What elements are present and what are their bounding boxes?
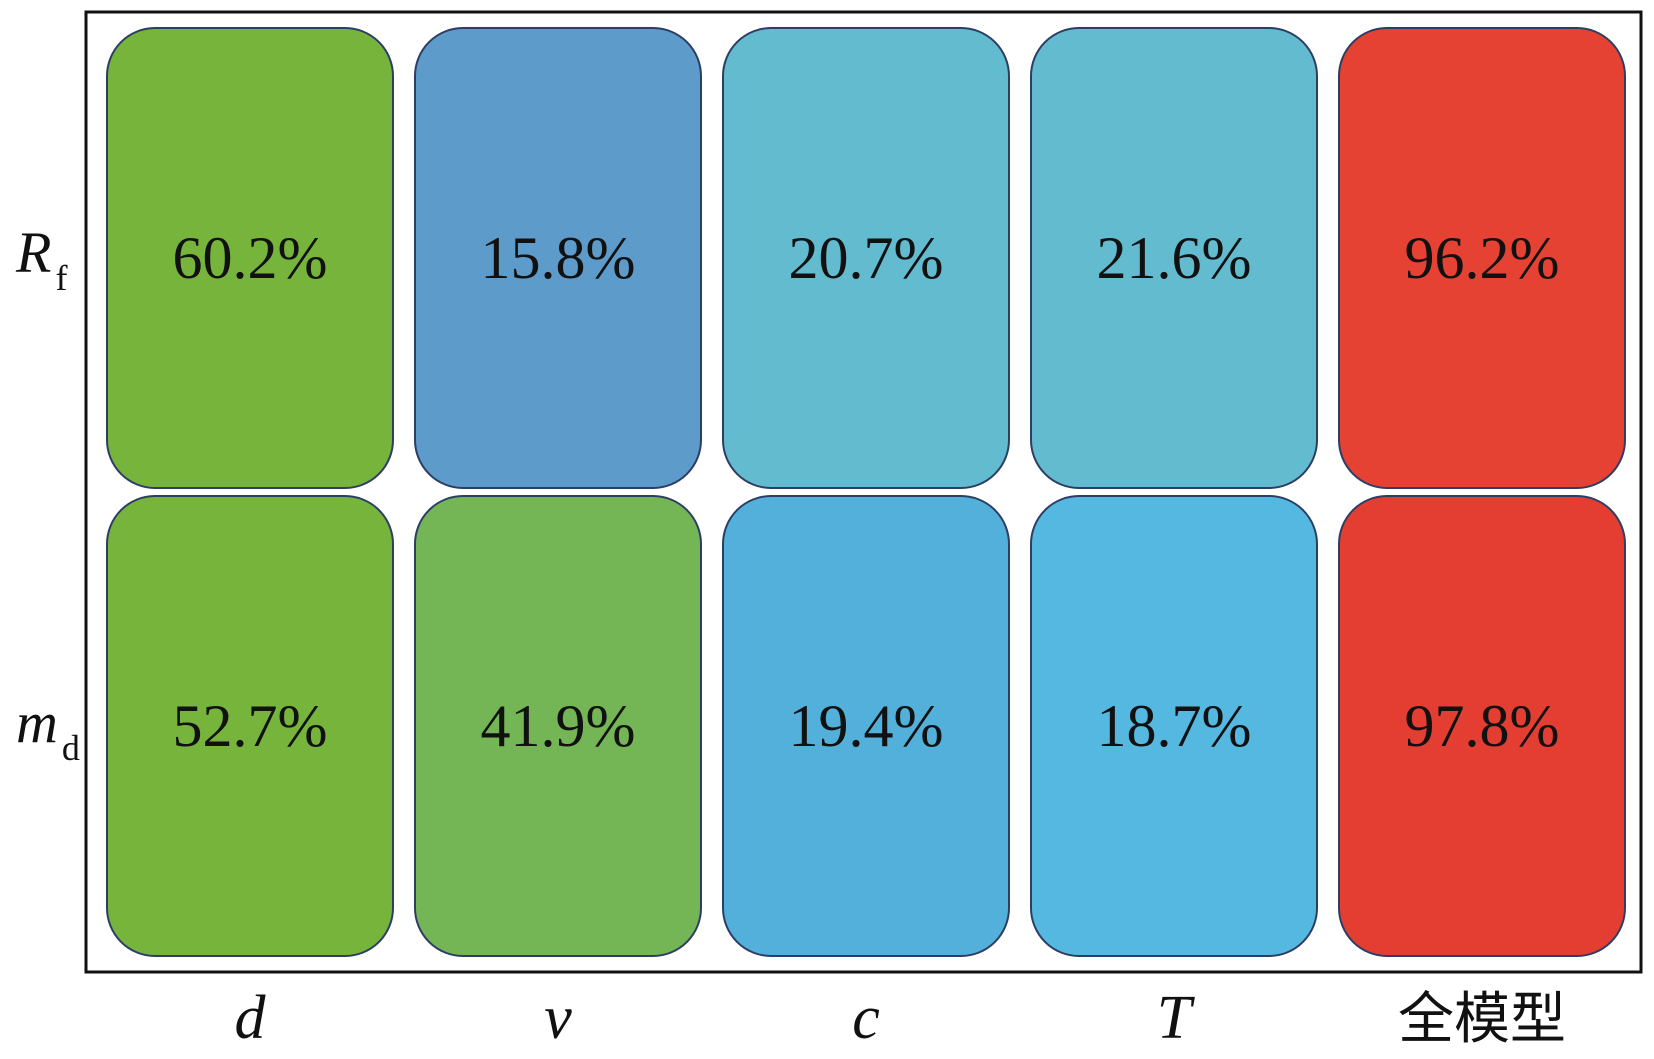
cell-value-label-r1-c1: 41.9% bbox=[481, 693, 636, 759]
heatmap-cell-r0-c1 bbox=[414, 27, 702, 489]
heatmap-cell-r0-c2 bbox=[722, 27, 1010, 489]
cell-value-label-r1-c3: 18.7% bbox=[1097, 693, 1252, 759]
cell-value-label-r1-c2: 19.4% bbox=[789, 693, 944, 759]
column-labels: d v c T 全模型 bbox=[235, 984, 1567, 1052]
cell-value-label-r0-c3: 21.6% bbox=[1097, 225, 1252, 291]
column-label-1: v bbox=[544, 984, 572, 1052]
column-label-2: c bbox=[852, 984, 880, 1052]
cell-value-label-r0-c0: 60.2% bbox=[173, 225, 328, 291]
heatmap-cell-r1-c0 bbox=[106, 495, 394, 957]
heatmap-cell-r0-c3 bbox=[1030, 27, 1318, 489]
column-label-3: T bbox=[1157, 984, 1196, 1052]
cells-group: 60.2% 15.8% 20.7% 21.6% 96.2% 52.7% 41.9% 19.4%… bbox=[106, 27, 1626, 957]
heatmap-cell-r1-c2 bbox=[722, 495, 1010, 957]
row-label-main-1: m bbox=[16, 690, 58, 755]
heatmap-cell-r1-c1 bbox=[414, 495, 702, 957]
cell-value-label-r0-c1: 15.8% bbox=[481, 225, 636, 291]
cell-value-label-r0-c4: 96.2% bbox=[1405, 225, 1560, 291]
heatmap-cell-r0-c4 bbox=[1338, 27, 1626, 489]
column-label-0: d bbox=[235, 984, 267, 1052]
row-label-sub-1: d bbox=[62, 728, 80, 768]
heatmap-cell-r1-c4 bbox=[1338, 495, 1626, 957]
column-label-4: 全模型 bbox=[1398, 987, 1566, 1052]
cell-value-label-r0-c2: 20.7% bbox=[789, 225, 944, 291]
row-label-sub-0: f bbox=[55, 258, 67, 298]
cell-value-label-r1-c4: 97.8% bbox=[1405, 693, 1560, 759]
heatmap-cell-r0-c0 bbox=[106, 27, 394, 489]
cell-value-label-r1-c0: 52.7% bbox=[173, 693, 328, 759]
heatmap-cell-r1-c3 bbox=[1030, 495, 1318, 957]
row-label-main-0: R bbox=[15, 220, 51, 285]
